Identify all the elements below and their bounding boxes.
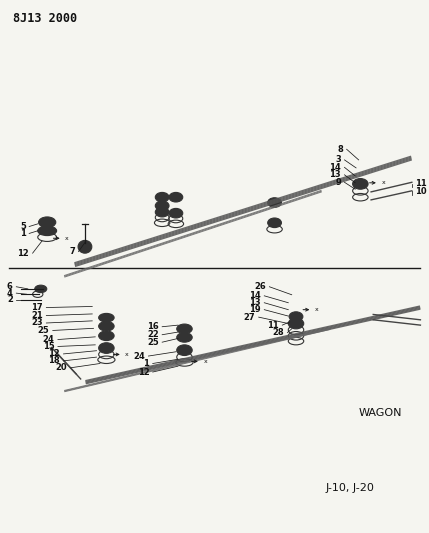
Ellipse shape (38, 226, 57, 236)
Text: 10: 10 (415, 187, 427, 196)
Ellipse shape (268, 198, 281, 207)
Text: 11: 11 (415, 180, 427, 188)
Ellipse shape (39, 217, 56, 228)
Text: 19: 19 (249, 305, 261, 314)
Text: 28: 28 (272, 328, 284, 337)
Text: 8J13 2000: 8J13 2000 (13, 12, 77, 25)
Text: 15: 15 (43, 342, 54, 351)
Text: 11: 11 (267, 321, 279, 329)
Text: 25: 25 (38, 326, 49, 335)
Text: 3: 3 (335, 156, 341, 164)
Ellipse shape (155, 201, 169, 211)
Text: 5: 5 (20, 222, 26, 231)
Text: 12: 12 (138, 368, 149, 376)
Ellipse shape (99, 331, 114, 341)
Text: 12: 12 (18, 249, 29, 257)
Text: 25: 25 (147, 338, 159, 346)
Text: x: x (65, 236, 69, 241)
Text: 8: 8 (338, 145, 343, 154)
Text: 21: 21 (31, 311, 43, 320)
Ellipse shape (268, 218, 281, 228)
Text: 6: 6 (7, 282, 13, 291)
Text: 12: 12 (48, 350, 60, 358)
Text: 24: 24 (43, 335, 54, 344)
Text: 20: 20 (56, 364, 67, 372)
Ellipse shape (99, 343, 114, 353)
Ellipse shape (177, 324, 192, 334)
Ellipse shape (155, 192, 169, 202)
Text: 17: 17 (31, 303, 43, 312)
Text: 13: 13 (329, 171, 341, 179)
Text: WAGON: WAGON (358, 408, 402, 418)
Text: 23: 23 (31, 319, 43, 327)
Text: 18: 18 (48, 357, 60, 365)
Ellipse shape (99, 313, 114, 322)
Ellipse shape (169, 208, 183, 218)
Ellipse shape (78, 240, 92, 253)
Text: 9: 9 (335, 178, 341, 187)
Text: 14: 14 (249, 292, 261, 300)
Text: 14: 14 (329, 163, 341, 172)
Text: 4: 4 (7, 289, 13, 297)
Ellipse shape (177, 345, 192, 356)
Ellipse shape (353, 179, 368, 189)
Text: 27: 27 (244, 313, 255, 321)
Text: 13: 13 (249, 298, 261, 307)
Ellipse shape (99, 321, 114, 331)
Text: x: x (381, 180, 385, 185)
Text: 16: 16 (147, 322, 159, 331)
Ellipse shape (35, 285, 47, 293)
Text: x: x (203, 359, 207, 364)
Text: 22: 22 (147, 330, 159, 339)
Text: x: x (315, 307, 319, 312)
Text: 7: 7 (69, 247, 75, 256)
Text: 1: 1 (143, 359, 149, 368)
Text: J-10, J-20: J-10, J-20 (326, 483, 375, 492)
Text: 2: 2 (7, 295, 13, 304)
Text: 24: 24 (133, 352, 145, 360)
Text: 1: 1 (20, 229, 26, 238)
Ellipse shape (169, 192, 183, 202)
Text: 26: 26 (254, 282, 266, 291)
Text: x: x (125, 352, 129, 357)
Ellipse shape (155, 207, 169, 217)
Ellipse shape (289, 312, 303, 321)
Ellipse shape (288, 318, 304, 329)
Ellipse shape (177, 333, 192, 342)
